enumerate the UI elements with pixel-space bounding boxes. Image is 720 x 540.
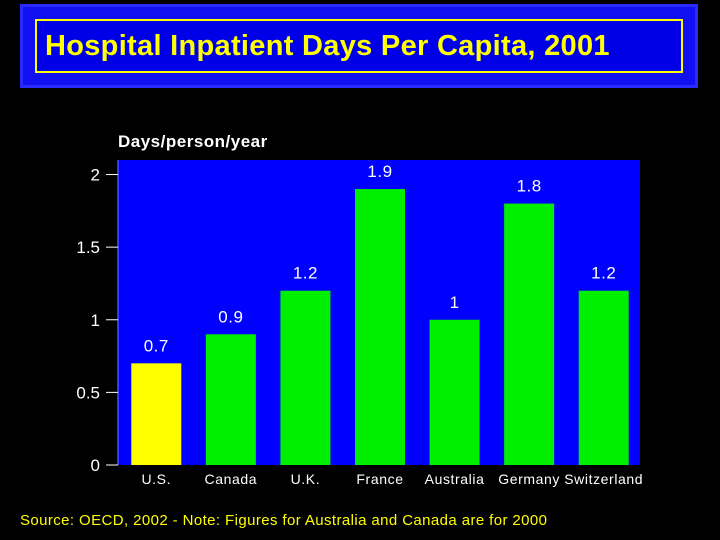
x-tick-label-u-k: U.K.	[291, 471, 321, 487]
bar-australia	[429, 319, 480, 465]
value-labels: 0.7 0.9 1.2 1.9 1 1.8 1.2	[144, 162, 616, 355]
y-tick-label: 0.5	[76, 383, 100, 402]
bar-switzerland	[578, 290, 629, 465]
y-tick-label: 1	[91, 311, 100, 330]
bar-u-k	[280, 290, 331, 465]
bar-germany	[504, 203, 555, 466]
title-frame: Hospital Inpatient Days Per Capita, 2001	[35, 19, 683, 73]
x-tick-label-u-s: U.S.	[141, 471, 171, 487]
value-label-australia: 1	[450, 293, 460, 312]
x-tick-label-germany: Germany	[498, 471, 560, 487]
y-tick-label: 1.5	[76, 238, 100, 257]
bar-france	[355, 189, 405, 466]
value-label-u-s: 0.7	[144, 336, 169, 355]
source-note: Source: OECD, 2002 - Note: Figures for A…	[20, 512, 548, 529]
x-tick-label-canada: Canada	[205, 471, 258, 487]
x-tick-labels: U.S. Canada U.K. France Australia Germany Swit…	[141, 471, 643, 487]
y-axis-label: Days/person/year	[118, 132, 268, 151]
chart-title: Hospital Inpatient Days Per Capita, 2001	[45, 29, 610, 62]
y-tick-label: 0	[91, 456, 100, 475]
value-label-canada: 0.9	[218, 307, 243, 326]
bars	[131, 189, 629, 466]
value-label-germany: 1.8	[517, 177, 542, 196]
x-tick-label-france: France	[356, 471, 403, 487]
y-ticks: 0 0.5 1 1.5 2	[76, 166, 118, 475]
x-tick-label-switzerland: Switzerland	[564, 471, 643, 487]
bar-u-s	[131, 363, 182, 465]
title-banner: Hospital Inpatient Days Per Capita, 2001	[20, 4, 698, 88]
value-label-france: 1.9	[367, 162, 392, 181]
value-label-u-k: 1.2	[293, 264, 318, 283]
x-tick-label-australia: Australia	[425, 471, 485, 487]
value-label-switzerland: 1.2	[591, 264, 616, 283]
bar-canada	[205, 334, 256, 465]
y-tick-label: 2	[91, 166, 100, 185]
